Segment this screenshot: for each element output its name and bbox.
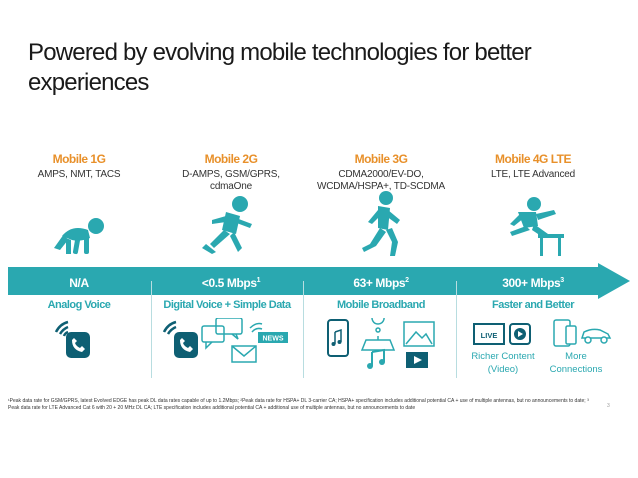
4g-icon-group: LIVE xyxy=(473,319,612,347)
gen-name: Mobile 3G xyxy=(354,152,408,166)
speed-footnote-mark: 1 xyxy=(256,277,261,284)
smartphone-music-icon xyxy=(327,319,349,357)
play-video-icon xyxy=(406,352,428,368)
gen-techs: CDMA2000/EV-DO, WCDMA/HSPA+, TD-SCDMA xyxy=(317,169,445,192)
gen-name: Mobile 1G xyxy=(52,152,106,166)
envelope-icon xyxy=(231,345,257,363)
page-number: 3 xyxy=(607,403,610,409)
speed-4g: 300+ Mbps3 xyxy=(458,276,608,290)
svg-text:NEWS: NEWS xyxy=(263,336,284,343)
gen-name: Mobile 2G xyxy=(204,152,258,166)
chat-bubbles-icon xyxy=(201,318,243,350)
hurdler-icon xyxy=(510,197,564,256)
speed-value: 63+ Mbps xyxy=(353,276,406,290)
sprinting-child-icon xyxy=(202,196,252,254)
timeline-arrow xyxy=(8,263,630,299)
speed-value: <0.5 Mbps xyxy=(201,276,257,290)
map-location-icon xyxy=(360,318,396,351)
gen-4g-header: Mobile 4G LTE LTE, LTE Advanced xyxy=(458,152,608,181)
footnote: ¹Peak data rate for GSM/GPRS, latest Evo… xyxy=(8,398,589,411)
connected-car-icon xyxy=(580,328,612,344)
usecase-4g: Faster and Better xyxy=(492,299,574,311)
crawling-baby-icon xyxy=(54,218,104,255)
gen-techs: LTE, LTE Advanced xyxy=(490,169,576,180)
speed-1g: N/A xyxy=(4,276,154,290)
speed-footnote-mark: 3 xyxy=(560,277,564,284)
gen-1g-header: Mobile 1G AMPS, NMT, TACS xyxy=(4,152,154,181)
speed-value: 300+ Mbps xyxy=(502,276,561,290)
gen-2g-header: Mobile 2G D-AMPS, GSM/GPRS, cdmaOne xyxy=(156,152,306,193)
gen-techs: AMPS, NMT, TACS xyxy=(37,169,121,180)
music-note-icon xyxy=(367,348,385,369)
speed-footnote-mark: 2 xyxy=(405,277,409,284)
gen-name: Mobile 4G LTE xyxy=(495,152,571,166)
image-icon xyxy=(403,321,435,347)
usecase-1g: Analog Voice xyxy=(47,299,111,311)
column-divider xyxy=(151,281,152,378)
usecase-3g: Mobile Broadband xyxy=(337,299,425,311)
phone-call-icon xyxy=(54,320,90,358)
play-button-icon xyxy=(509,323,531,345)
svg-text:LIVE: LIVE xyxy=(481,331,498,340)
running-person-icon xyxy=(362,191,400,256)
column-divider xyxy=(303,281,304,378)
gen-techs: D-AMPS, GSM/GPRS, cdmaOne xyxy=(182,169,280,192)
column-divider xyxy=(456,281,457,378)
more-connections-label: More Connections xyxy=(549,351,603,375)
2g-icon-group: NEWS xyxy=(162,318,288,363)
gen-3g-header: Mobile 3G CDMA2000/EV-DO, WCDMA/HSPA+, T… xyxy=(306,152,456,193)
speed-3g: 63+ Mbps2 xyxy=(306,276,456,290)
speed-2g: <0.5 Mbps1 xyxy=(156,276,306,290)
phone-tablet-icon xyxy=(553,319,577,347)
live-tv-icon: LIVE xyxy=(473,323,505,345)
usecase-2g: Digital Voice + Simple Data xyxy=(163,299,291,311)
richer-content-label: Richer Content (Video) xyxy=(471,351,535,375)
speed-value: N/A xyxy=(69,276,89,290)
news-icon: NEWS xyxy=(249,322,288,343)
slide-title: Powered by evolving mobile technologies … xyxy=(28,39,532,96)
3g-icon-group xyxy=(327,318,435,369)
phone-call-icon xyxy=(162,320,198,358)
